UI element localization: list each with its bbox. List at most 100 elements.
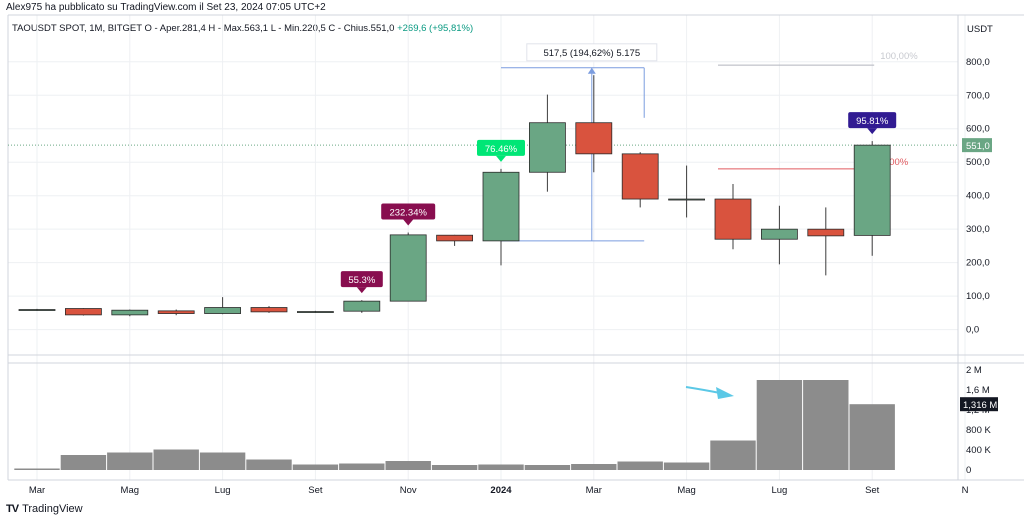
badge-label: 55.3% — [348, 275, 375, 286]
time-tick: 2024 — [490, 485, 512, 496]
tradingview-brand: TV TradingView — [6, 503, 83, 515]
candle — [714, 183, 752, 250]
candle-body — [761, 228, 798, 240]
volume-tick: 2 M — [966, 365, 982, 376]
currency-label: USDT — [967, 24, 993, 35]
candle-body — [65, 308, 102, 316]
candle — [807, 207, 845, 276]
badges: 55.3% 232.34% 76.46% 95.81% — [340, 112, 897, 294]
grid-lines — [7, 14, 1024, 481]
time-tick: Set — [308, 485, 323, 496]
volume-bar — [478, 464, 524, 470]
volume-bar — [339, 463, 385, 470]
badge-label: 232.34% — [389, 208, 427, 219]
badge-box — [848, 112, 897, 129]
price-tick: 0,0 — [966, 325, 979, 336]
badge-box — [381, 203, 436, 220]
candle-body — [111, 309, 149, 316]
time-tick: Mag — [121, 485, 139, 496]
candle-body — [389, 234, 427, 302]
price-tick: 200,0 — [966, 258, 990, 269]
candle — [575, 75, 613, 173]
candle — [343, 300, 381, 313]
badge-pointer-icon — [496, 155, 506, 162]
candle-body — [621, 153, 659, 200]
candle-body — [853, 144, 891, 236]
volume-bar — [431, 465, 478, 470]
change-value: +269,6 (+95,81%) — [397, 23, 474, 34]
measure-label-box — [526, 43, 658, 62]
candle — [853, 141, 891, 256]
volume-bars — [14, 380, 895, 470]
candle-body — [807, 228, 845, 237]
ohlc-values: O - Aper.281,4 H - Max.563,1 L - Min.220… — [144, 23, 395, 34]
candle — [389, 232, 427, 302]
volume-bar — [849, 404, 895, 470]
arrow-head-icon — [716, 387, 734, 399]
percent-badge: 55.3% — [340, 271, 383, 294]
candle — [250, 306, 288, 313]
candle-body — [250, 307, 288, 313]
last-price-tag — [962, 138, 992, 153]
symbol-legend: TAOUSDT SPOT, 1M, BITGET O - Aper.281,4 … — [12, 23, 473, 34]
last-volume-label: 1,316 M — [963, 400, 997, 411]
fib-lines: 100,00% 00% — [8, 51, 958, 170]
fib-mid-label: 00% — [889, 157, 909, 168]
candle-body — [204, 307, 242, 314]
time-tick: Mar — [29, 485, 45, 496]
price-tick: 300,0 — [966, 224, 990, 235]
candle-body — [529, 122, 566, 173]
volume-bar — [571, 464, 617, 470]
measure-tool: 517,5 (194,62%) 5.175 — [501, 43, 658, 242]
candle — [529, 94, 566, 192]
candle — [482, 168, 520, 266]
candle — [18, 308, 56, 311]
time-tick: Set — [865, 485, 880, 496]
candles — [18, 75, 891, 317]
volume-bar — [617, 461, 663, 470]
price-tick: 700,0 — [966, 90, 990, 101]
badge-label: 95.81% — [856, 116, 889, 127]
volume-bar — [663, 462, 710, 470]
volume-bar — [385, 461, 431, 470]
volume-bar — [803, 380, 849, 470]
badge-pointer-icon — [867, 128, 878, 135]
candle — [761, 205, 798, 265]
candle-body — [18, 309, 56, 311]
measure-label: 517,5 (194,62%) 5.175 — [543, 48, 640, 59]
percent-badge: 76.46% — [477, 139, 525, 162]
candle-body — [296, 311, 334, 313]
candle — [621, 152, 659, 208]
volume-bar — [153, 449, 199, 470]
candle — [436, 234, 474, 246]
fib-top-label: 100,00% — [880, 51, 918, 62]
arrow-annotation — [685, 386, 734, 399]
symbol-name: TAOUSDT SPOT, 1M, BITGET — [12, 23, 142, 34]
brand-name: TradingView — [22, 503, 83, 515]
badge-box — [340, 271, 383, 288]
volume-bar — [756, 380, 803, 470]
volume-tick: 0 — [966, 465, 971, 476]
volume-tick: 1,6 M — [966, 385, 990, 396]
volume-bar — [246, 459, 292, 470]
badge-pointer-icon — [403, 219, 414, 226]
price-tick: 600,0 — [966, 124, 990, 135]
candle-body — [482, 171, 520, 242]
badge-label: 76.46% — [485, 144, 518, 155]
volume-tick: 400 K — [966, 445, 991, 456]
badge-box — [477, 139, 525, 156]
time-tick: Lug — [771, 485, 787, 496]
candle-body — [575, 122, 613, 155]
volume-bar — [292, 464, 339, 470]
volume-bar — [60, 455, 107, 470]
time-tick: Lug — [215, 485, 231, 496]
candle — [157, 309, 195, 316]
time-tick: Mag — [677, 485, 695, 496]
candle-body — [157, 310, 195, 314]
last-volume-tag — [960, 397, 998, 412]
candle — [668, 165, 705, 218]
candle — [111, 309, 149, 317]
last-price-label: 551,0 — [966, 141, 990, 152]
time-tick: Nov — [400, 485, 417, 496]
